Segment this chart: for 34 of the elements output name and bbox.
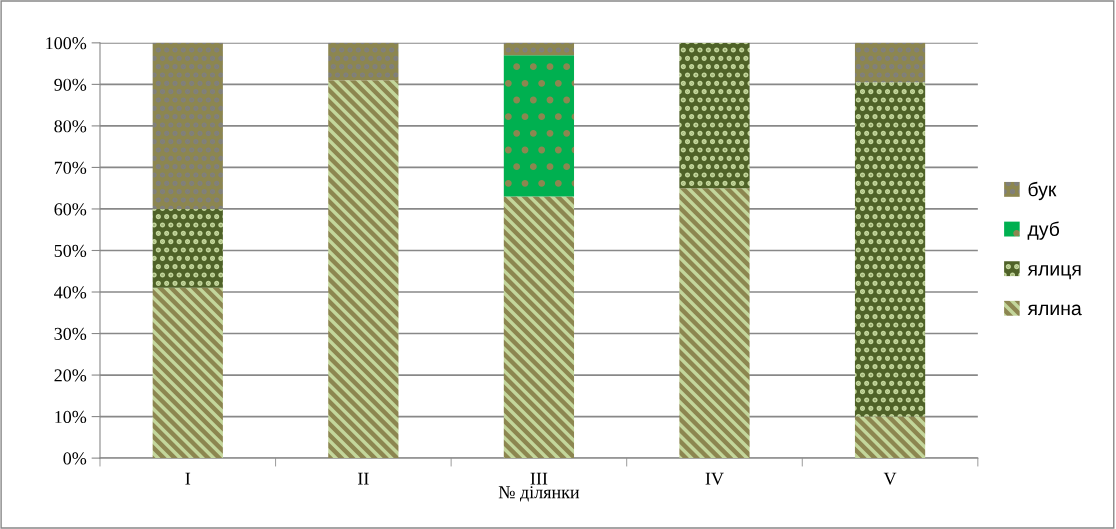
legend-label: бук xyxy=(1028,181,1057,201)
y-tick-label: 50% xyxy=(54,244,87,257)
y-tick-label: 70% xyxy=(54,161,87,174)
y-tick-label: 30% xyxy=(54,327,87,341)
bar xyxy=(854,42,926,83)
bar xyxy=(152,42,223,209)
x-tick-label: II xyxy=(357,472,369,485)
y-tick-label: 0% xyxy=(63,452,87,465)
bar xyxy=(503,196,575,459)
bar xyxy=(152,287,223,459)
bar xyxy=(503,55,575,197)
bar xyxy=(328,42,399,81)
x-tick-label: V xyxy=(883,472,897,485)
x-axis-title: № ділянки xyxy=(498,486,580,502)
y-tick-label: 100% xyxy=(46,37,87,50)
x-tick-label: IV xyxy=(705,472,724,485)
x-tick-label: III xyxy=(530,472,548,485)
bar xyxy=(679,188,750,459)
bar xyxy=(328,80,399,459)
bar xyxy=(152,208,223,288)
bar xyxy=(503,42,575,56)
y-tick-label: 80% xyxy=(54,120,87,133)
legend-label: ялина xyxy=(1027,304,1082,316)
legend-label: дуб xyxy=(1027,221,1060,240)
y-tick-label: 90% xyxy=(54,78,87,91)
bar xyxy=(679,42,750,189)
bar xyxy=(854,416,926,459)
y-tick-label: 60% xyxy=(54,203,87,216)
bar xyxy=(854,82,926,417)
y-tick-label: 10% xyxy=(55,410,87,424)
legend-label: ялиця xyxy=(1027,265,1081,280)
y-tick-label: 40% xyxy=(54,286,87,299)
x-tick-label: I xyxy=(185,472,191,485)
y-tick-label: 20% xyxy=(54,369,87,382)
